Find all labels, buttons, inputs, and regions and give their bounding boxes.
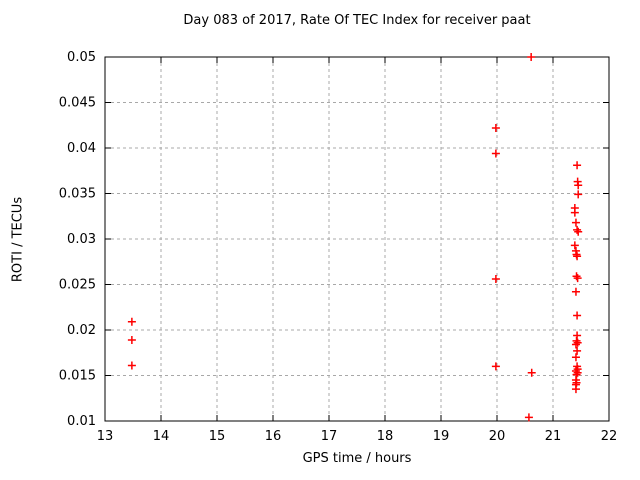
data-point-marker [491,149,500,158]
data-point-marker [127,317,136,326]
x-tick-label: 21 [545,429,562,444]
data-point-marker [570,208,579,217]
data-point-marker [127,361,136,370]
y-tick-label: 0.035 [59,187,96,202]
data-point-marker [570,241,579,250]
data-point-marker [571,385,580,394]
data-point-marker [573,161,582,170]
data-point-marker [571,340,580,349]
data-point-marker [573,274,582,283]
data-point-marker [574,227,583,236]
data-point-marker [573,368,582,377]
y-axis-label: ROTI / TECUs [10,196,26,283]
x-tick-label: 17 [321,429,338,444]
data-point-marker [527,368,536,377]
y-tick-label: 0.015 [59,369,96,384]
x-tick-label: 16 [265,429,282,444]
data-point-marker [527,53,536,61]
y-tick-label: 0.04 [67,141,96,156]
data-point-marker [572,272,581,281]
data-point-marker [571,218,580,227]
y-tick-label: 0.045 [59,96,96,111]
x-tick-label: 14 [153,429,170,444]
y-tick-label: 0.025 [59,278,96,293]
x-tick-label: 13 [97,429,114,444]
data-point-marker [573,346,582,355]
x-tick-label: 20 [489,429,506,444]
data-point-marker [524,413,533,422]
data-point-marker [573,311,582,320]
x-tick-label: 15 [209,429,226,444]
data-point-marker [491,275,500,284]
data-point-marker [573,252,582,261]
x-tick-label: 18 [377,429,394,444]
data-point-marker [573,338,582,347]
data-point-marker [491,123,500,132]
y-tick-label: 0.05 [67,50,96,65]
data-point-marker [571,353,580,362]
data-point-marker [127,336,136,345]
x-axis-label: GPS time / hours [302,451,412,466]
data-point-marker [574,190,583,199]
x-tick-label: 19 [433,429,450,444]
x-tick-label: 22 [601,429,618,444]
data-point-marker [574,181,583,190]
y-tick-label: 0.02 [67,323,96,338]
y-tick-label: 0.01 [67,414,96,429]
y-tick-label: 0.03 [67,232,96,247]
data-point-marker [571,287,580,296]
chart-title: Day 083 of 2017, Rate Of TEC Index for r… [183,13,531,28]
data-point-marker [573,225,582,234]
data-point-marker [491,362,500,371]
